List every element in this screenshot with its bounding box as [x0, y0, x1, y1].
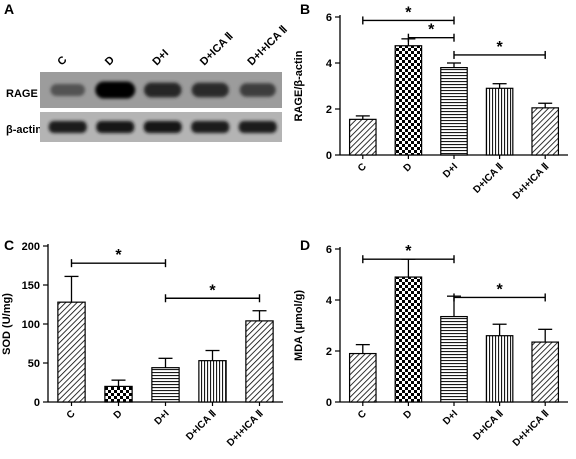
significance-star: *	[496, 281, 503, 298]
chart-mda: 0 2 4 6 MDA (μmol/g) C D D+I D+ICA Ⅱ D+I+ICA Ⅱ * *	[293, 243, 568, 449]
y-tick-label: 200	[22, 241, 40, 253]
blot-band-rage	[95, 81, 136, 99]
y-axis-title: SOD (U/mg)	[1, 293, 13, 355]
y-tick-label: 4	[326, 295, 333, 307]
x-tick-label: D+ICA Ⅱ	[184, 408, 218, 442]
significance-star: *	[428, 22, 435, 39]
x-tick-label: D+I	[441, 408, 460, 427]
x-tick-label: D	[112, 408, 125, 421]
y-tick-label: 6	[326, 244, 332, 256]
significance-star: *	[209, 282, 216, 299]
blot-lane-label: D+I+ICA Ⅱ	[245, 24, 289, 68]
x-tick-label: D+ICA Ⅱ	[471, 408, 505, 442]
blot-row-label-actin: β-actin	[6, 124, 42, 136]
blot-band-actin	[238, 121, 277, 133]
y-tick-label: 6	[326, 12, 332, 24]
x-tick-label: D+I+ICA Ⅱ	[225, 408, 266, 449]
panel-c-letter: C	[4, 237, 14, 253]
y-tick-label: 2	[326, 346, 332, 358]
significance-star: *	[496, 39, 503, 56]
y-tick-label: 4	[326, 58, 333, 70]
blot-band-rage	[144, 82, 182, 98]
blot-band-rage	[191, 82, 229, 98]
bar	[245, 320, 274, 403]
chart-sod: 0 50 100 150 200 SOD (U/mg) C D D+I D+ICA Ⅱ D+I+IC…	[1, 241, 283, 449]
x-tick-label: D+I+ICA Ⅱ	[511, 408, 552, 449]
blot-lane-label: C	[55, 54, 69, 68]
x-tick-label: D	[402, 161, 415, 174]
bar	[440, 66, 468, 156]
y-tick-label: 150	[22, 280, 40, 292]
bar	[348, 352, 377, 403]
x-tick-label: C	[65, 408, 78, 421]
x-tick-label: D+I	[153, 408, 172, 427]
panel-b-letter: B	[300, 1, 310, 17]
blot-band-actin	[48, 121, 87, 133]
significance-star: *	[405, 243, 412, 260]
y-tick-label: 0	[34, 397, 40, 409]
bar	[104, 385, 133, 403]
blot-band-actin	[96, 121, 135, 133]
x-tick-label: D+I+ICA Ⅱ	[511, 161, 552, 202]
x-tick-label: D+I	[441, 161, 460, 180]
significance-star: *	[115, 247, 122, 264]
y-tick-label: 0	[326, 397, 332, 409]
y-axis-title: MDA (μmol/g)	[293, 290, 305, 361]
y-axis-title: RAGE/β-actin	[293, 50, 305, 121]
panel-d-letter: D	[300, 237, 310, 253]
bar	[485, 87, 514, 156]
y-tick-label: 2	[326, 104, 332, 116]
blot-band-actin	[191, 121, 230, 133]
blot-band-rage	[50, 83, 85, 97]
y-tick-label: 0	[326, 150, 332, 162]
bar	[198, 360, 227, 403]
blot-row-label-rage: RAGE	[6, 88, 38, 100]
x-tick-label: C	[356, 161, 369, 174]
bar	[394, 276, 423, 403]
blot-lane-label: D+ICA Ⅱ	[198, 30, 236, 68]
bar	[151, 367, 180, 403]
panel-a-letter: A	[4, 1, 14, 17]
blot-band-actin	[143, 121, 182, 133]
chart-rage-ratio: 0 2 4 6 RAGE/β-actin C D D+I D+ICA Ⅱ D+I+ICA Ⅱ * * *	[293, 4, 568, 202]
bar	[531, 341, 560, 403]
blot-lane-label: D	[103, 54, 117, 68]
bar	[57, 301, 86, 403]
significance-star: *	[405, 4, 412, 21]
x-tick-label: D	[402, 408, 415, 421]
bar	[440, 315, 468, 403]
bar	[531, 107, 560, 156]
bar	[348, 118, 377, 156]
y-tick-label: 100	[22, 319, 40, 331]
y-tick-label: 50	[28, 358, 40, 370]
x-tick-label: C	[356, 408, 369, 421]
blot-band-rage	[239, 83, 276, 97]
bar	[485, 335, 514, 403]
bar	[394, 45, 423, 156]
blot-lane-label: D+I	[150, 47, 171, 68]
western-blot: RAGE β-actin C D D+I D+ICA Ⅱ D+I+ICA Ⅱ	[6, 24, 290, 142]
x-tick-label: D+ICA Ⅱ	[471, 161, 505, 195]
